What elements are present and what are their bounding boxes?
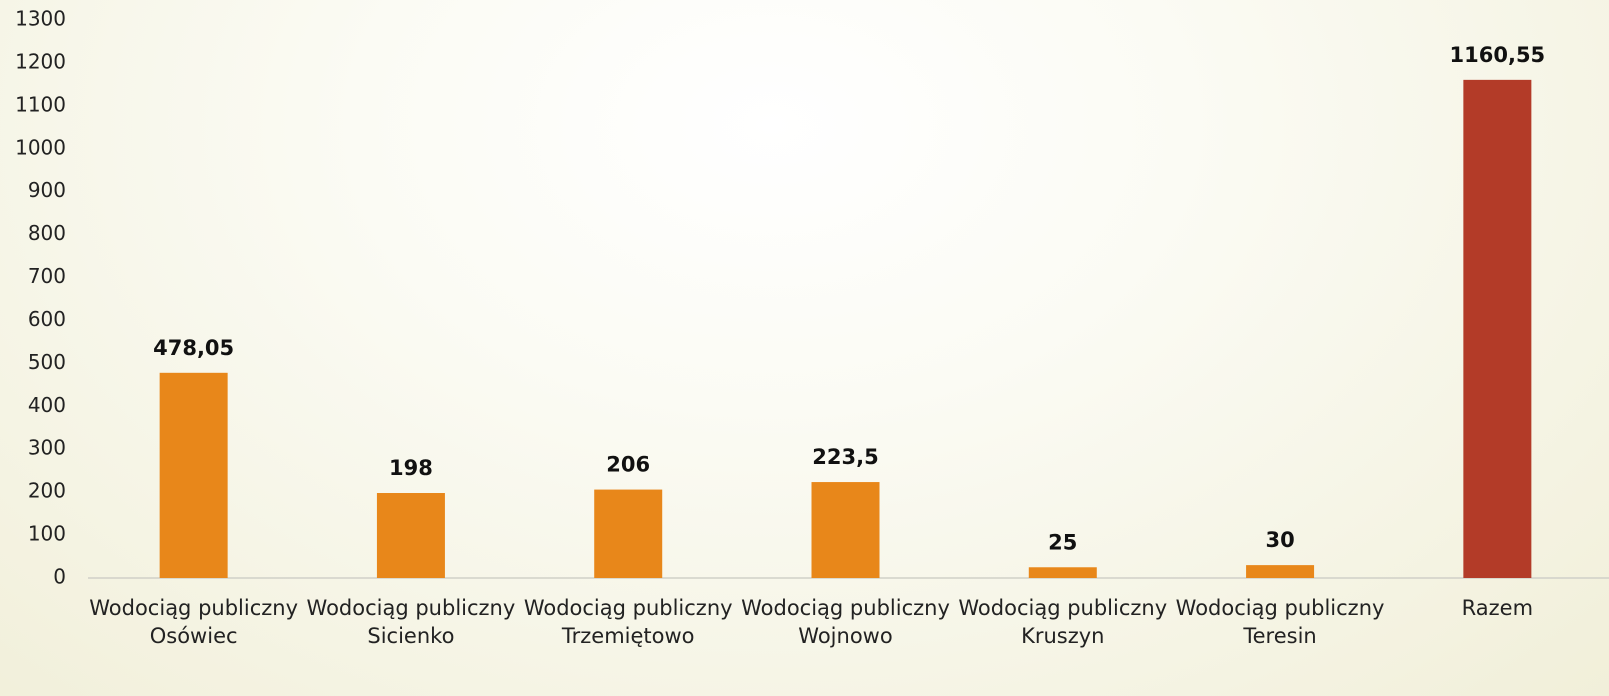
x-tick-label: Wodociąg publiczny Trzemiętowo	[523, 596, 733, 648]
y-tick-label: 200	[28, 479, 66, 503]
y-tick-label: 0	[53, 565, 66, 589]
bar	[159, 372, 228, 578]
bar	[594, 489, 663, 578]
x-tick-label: Razem	[1461, 596, 1534, 620]
y-tick-label: 1000	[15, 135, 66, 159]
y-tick-label: 500	[28, 350, 66, 374]
value-label: 1160,55	[1450, 43, 1546, 67]
y-tick-label: 300	[28, 436, 66, 460]
x-tick-label: Wodociąg publiczny Kruszyn	[958, 596, 1168, 648]
x-tick-label: Wodociąg publiczny Sicienko	[306, 596, 516, 648]
value-label: 223,5	[812, 445, 878, 469]
bar	[1246, 565, 1315, 578]
value-label: 198	[389, 456, 433, 480]
x-tick-label: Wodociąg publiczny Teresin	[1175, 596, 1385, 648]
y-tick-label: 100	[28, 522, 66, 546]
y-tick-label: 600	[28, 307, 66, 331]
y-tick-label: 800	[28, 221, 66, 245]
y-tick-label: 700	[28, 264, 66, 288]
value-label: 478,05	[153, 336, 234, 360]
value-label: 30	[1265, 528, 1294, 552]
bar	[376, 493, 445, 578]
y-tick-label: 1300	[15, 7, 66, 31]
y-tick-label: 1100	[15, 92, 66, 116]
bar	[1028, 567, 1097, 578]
bar	[1463, 79, 1532, 578]
x-tick-label: Wodociąg publiczny Osówiec	[89, 596, 299, 648]
y-tick-label: 1200	[15, 49, 66, 73]
value-label: 25	[1048, 530, 1077, 554]
x-tick-label: Wodociąg publiczny Wojnowo	[741, 596, 950, 648]
y-tick-label: 900	[28, 178, 66, 202]
y-tick-label: 400	[28, 393, 66, 417]
bar	[811, 482, 880, 578]
value-label: 206	[606, 453, 650, 477]
